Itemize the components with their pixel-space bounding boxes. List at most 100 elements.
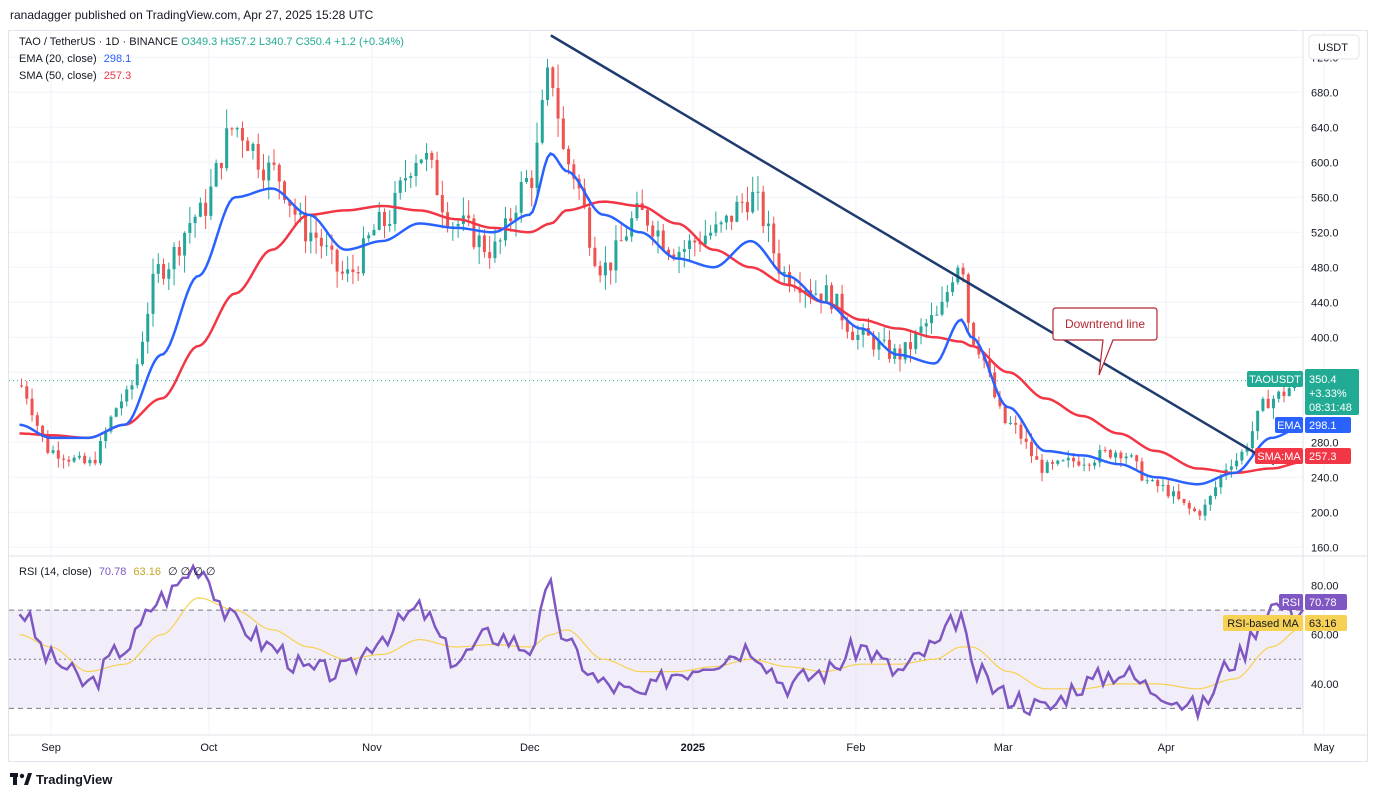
rsi-ma-value: 63.16 (133, 566, 161, 578)
candle-body (156, 263, 160, 274)
candle-body (998, 397, 1002, 407)
candle-body (1140, 461, 1144, 481)
candle-body (1166, 484, 1170, 497)
svg-text:70.78: 70.78 (1309, 597, 1337, 609)
candle-body (1145, 480, 1149, 482)
candle-body (1008, 422, 1012, 424)
time-tick-label: 2025 (681, 742, 705, 754)
candle-body (1114, 452, 1118, 458)
candle-body (367, 235, 371, 239)
candle-body (93, 459, 97, 464)
candle-body (709, 232, 713, 236)
rsi-zone (9, 610, 1303, 709)
annotation-text: Downtrend line (1065, 317, 1145, 331)
candle-body (903, 342, 907, 360)
price-tick-label: 200.0 (1311, 507, 1339, 519)
currency-selector[interactable]: USDT (1308, 34, 1360, 60)
time-tick-label: May (1314, 742, 1335, 754)
candle-body (1156, 480, 1160, 487)
candle-body (493, 241, 497, 259)
candle-body (1029, 441, 1033, 457)
sma-legend[interactable]: SMA (50, close) 257.3 (19, 70, 131, 82)
candle-body (398, 180, 402, 193)
candle-body (735, 201, 739, 222)
svg-text:SMA:MA: SMA:MA (1257, 451, 1301, 463)
price-tick-label: 680.0 (1311, 87, 1339, 99)
candle-body (141, 341, 145, 365)
candle-body (546, 67, 550, 100)
candle-body (609, 262, 613, 271)
candle-body (551, 67, 555, 88)
candle-body (1245, 448, 1249, 452)
ema-legend[interactable]: EMA (20, close) 298.1 (19, 53, 131, 65)
price-badge-symbol: TAOUSDT (1247, 371, 1303, 387)
candle-body (972, 322, 976, 345)
candle-body (388, 223, 392, 226)
candle-body (914, 332, 918, 350)
time-tick-label: Feb (846, 742, 865, 754)
candle-body (361, 238, 365, 274)
tradingview-logo[interactable]: TradingView (10, 772, 112, 787)
candle-body (130, 385, 134, 390)
trendline[interactable] (550, 34, 1275, 466)
candle-body (1051, 462, 1055, 464)
candle-body (961, 267, 965, 275)
axes: 720.0680.0640.0600.0560.0520.0480.0440.0… (41, 52, 1338, 754)
candle-body (698, 242, 702, 245)
time-tick-label: Oct (200, 742, 217, 754)
chart-canvas[interactable]: 720.0680.0640.0600.0560.0520.0480.0440.0… (9, 31, 1367, 761)
svg-text:EMA: EMA (1277, 420, 1302, 432)
price-tick-label: 480.0 (1311, 262, 1339, 274)
rsi-path (18, 563, 1305, 722)
sma-label: SMA (50, close) (19, 70, 97, 82)
candle-body (340, 271, 344, 274)
svg-text:TAOUSDT: TAOUSDT (1249, 374, 1301, 386)
rsi-tick-label: 40.00 (1311, 679, 1339, 691)
candle-body (440, 195, 444, 213)
candle-body (724, 215, 728, 223)
svg-text:+3.33%: +3.33% (1309, 388, 1347, 400)
candle-body (1261, 398, 1265, 411)
candle-body (814, 293, 818, 295)
candle-body (667, 249, 671, 255)
candle-body (766, 223, 770, 227)
candle-body (351, 269, 355, 273)
candle-body (777, 253, 781, 274)
candle-body (204, 202, 208, 216)
price-pane[interactable] (9, 31, 1303, 557)
candle-body (219, 163, 223, 169)
candle-body (88, 459, 92, 464)
candle-body (830, 285, 834, 310)
candle-body (1161, 484, 1165, 487)
candle-body (20, 385, 24, 387)
candle-body (419, 159, 423, 164)
price-tick-label: 600.0 (1311, 157, 1339, 169)
candle-body (67, 459, 71, 462)
downtrend-annotation[interactable]: Downtrend line (1052, 307, 1158, 376)
rsi-legend[interactable]: RSI (14, close) 70.78 63.16 ∅ ∅ ∅ ∅ (19, 565, 216, 578)
rsi-pane[interactable] (9, 557, 1303, 735)
candle-body (1271, 398, 1275, 409)
candle-body (908, 342, 912, 350)
candle-body (488, 252, 492, 259)
symbol-legend[interactable]: TAO / TetherUS · 1D · BINANCE O349.3 H35… (19, 36, 404, 48)
candle-body (1019, 424, 1023, 439)
candle-body (567, 148, 571, 165)
price-tick-label: 160.0 (1311, 542, 1339, 554)
candle-body (83, 455, 87, 464)
candle-body (882, 339, 886, 341)
candle-body (1266, 398, 1270, 409)
candle-body (309, 232, 313, 242)
candle-body (1214, 487, 1218, 496)
candle-body (824, 285, 828, 302)
candle-body (519, 181, 523, 213)
price-tick-label: 280.0 (1311, 437, 1339, 449)
candle-body (1256, 410, 1260, 432)
candle-body (377, 211, 381, 230)
candle-body (430, 152, 434, 160)
candle-body (167, 269, 171, 279)
candle-body (1203, 504, 1207, 516)
candle-body (335, 249, 339, 272)
publisher-line: ranadagger published on TradingView.com,… (10, 8, 374, 22)
chart-frame[interactable]: 720.0680.0640.0600.0560.0520.0480.0440.0… (8, 30, 1368, 762)
